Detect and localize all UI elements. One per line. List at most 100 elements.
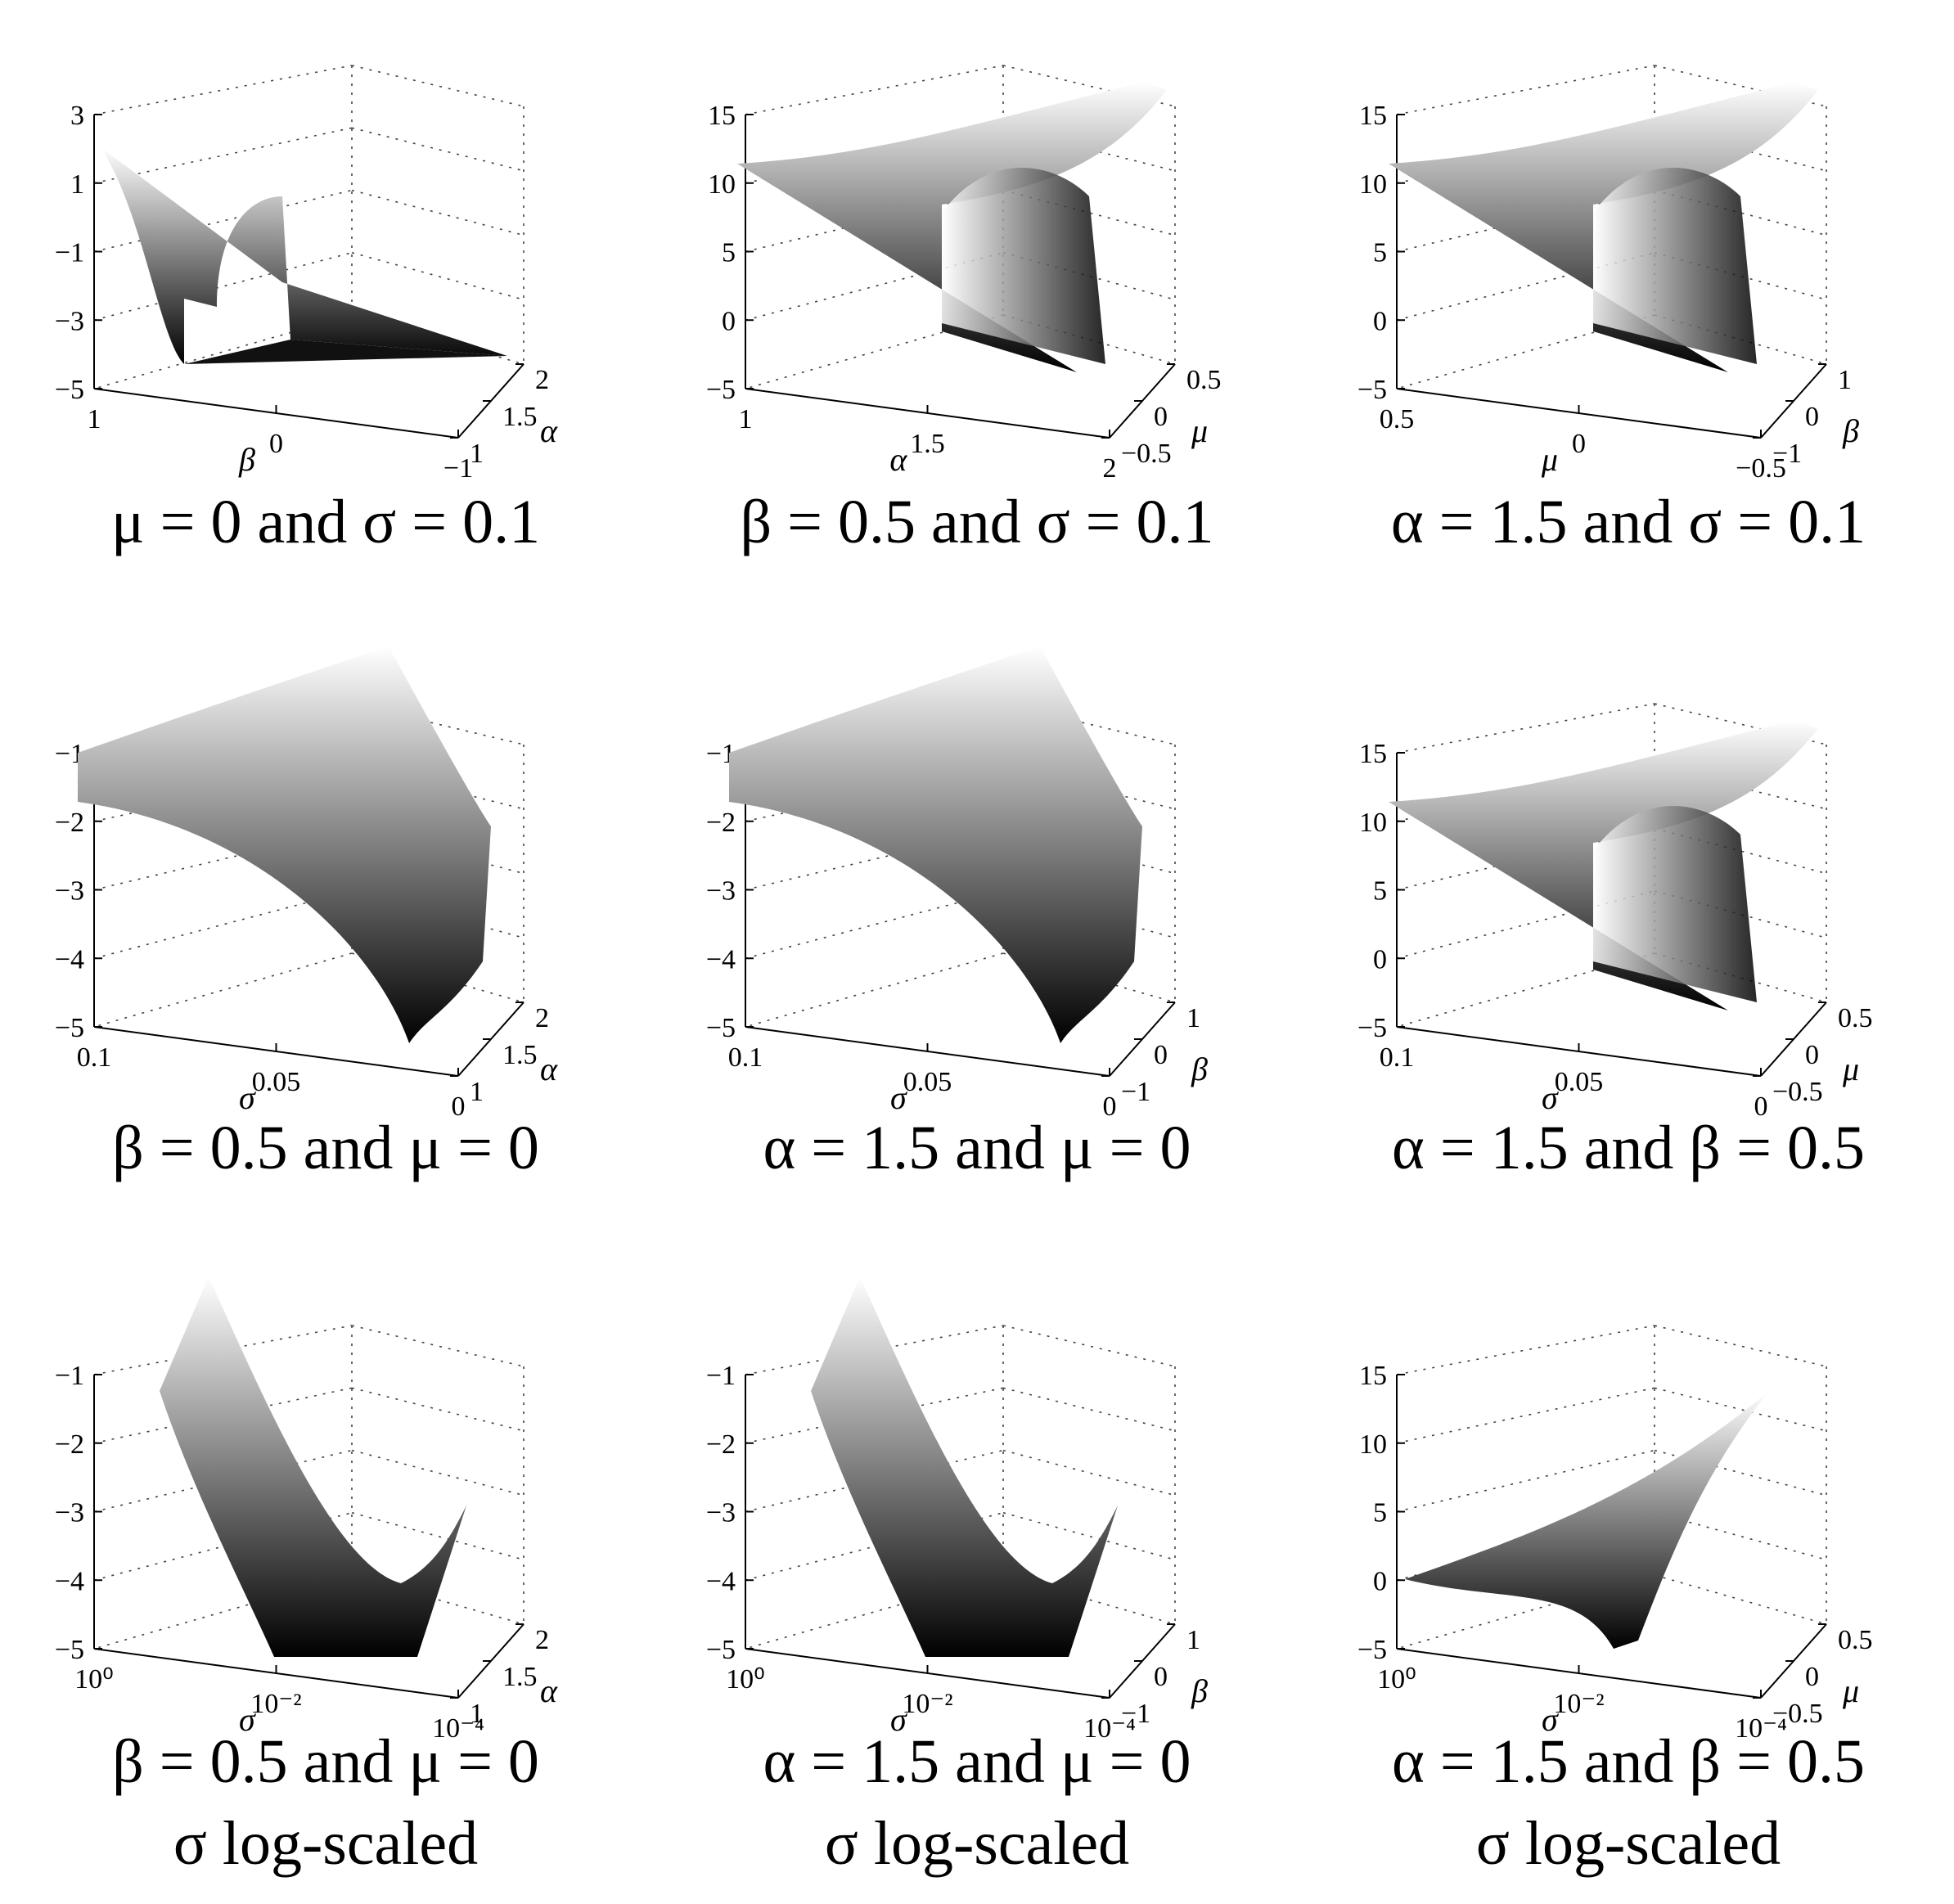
subplot-7: −1 −2 −3 −4 −5 10⁰ 10⁻² 10⁻⁴ σ 1 1.5 2 α β = 0.5 and … [0, 1260, 651, 1904]
x-tick-label: 10⁻⁴ [1735, 1713, 1787, 1743]
z-tick-label: −5 [706, 1635, 736, 1665]
z-tick-label: 10 [708, 169, 736, 200]
grid-lines [745, 1325, 1176, 1650]
z-tick-label: −4 [706, 944, 736, 975]
z-tick-label: 15 [1359, 101, 1387, 131]
y-tick-label: 0 [1805, 1040, 1819, 1070]
y-axis-label: α [540, 412, 558, 449]
subplot-caption: α = 1.5 and μ = 0 [763, 1114, 1191, 1182]
y-tick-label: 1 [470, 1699, 484, 1729]
surface-plot: 31−1−3−510−1β 11.52α [55, 65, 558, 483]
x-axis-label: σ [890, 1079, 907, 1116]
z-tick-label: 5 [1373, 876, 1387, 907]
z-tick-label: 10 [1359, 808, 1387, 838]
y-axis-label: α [540, 1051, 558, 1087]
x-axis-label: σ [1542, 1079, 1559, 1116]
x-tick-label: 1 [739, 404, 753, 434]
y-tick-label: 0.5 [1838, 1003, 1873, 1033]
y-axis-label: μ [1191, 412, 1208, 449]
y-tick-label: −0.5 [1121, 439, 1172, 469]
z-tick-label: 10 [1359, 1429, 1387, 1460]
subplot-caption: μ = 0 and σ = 0.1 [110, 488, 541, 556]
z-tick-label: −3 [55, 306, 84, 336]
x-tick-label: 0.1 [77, 1042, 112, 1073]
y-tick-label: 0 [1154, 1662, 1168, 1692]
z-tick-label: 10 [1359, 169, 1387, 200]
subplot-caption: β = 0.5 and σ = 0.1 [740, 488, 1214, 556]
y-tick-label: 1 [1186, 1003, 1200, 1033]
y-tick-label: 2 [535, 1003, 549, 1033]
subplot-4: −1 −2 −3 −4 −5 0.1 0.05 0 σ 1 1.5 2 α β = 0.5 and μ =… [0, 638, 651, 1276]
y-tick-label: 0 [1805, 402, 1819, 432]
z-tick-label: −1 [706, 1361, 736, 1391]
z-tick-label: 0 [722, 306, 736, 336]
x-tick-label: 10⁰ [74, 1664, 114, 1695]
y-tick-label: −1 [1121, 1699, 1150, 1729]
z-tick-label: −5 [55, 1013, 84, 1043]
y-tick-label: −0.5 [1772, 1699, 1823, 1729]
z-tick-label: −2 [55, 808, 84, 838]
y-tick-label: 0 [1805, 1662, 1819, 1692]
z-tick-label: −5 [55, 375, 84, 405]
z-tick-label: −3 [706, 1498, 736, 1528]
z-tick-label: −3 [55, 1498, 84, 1528]
z-tick-label: −5 [706, 375, 736, 405]
z-tick-label: −5 [1357, 1635, 1387, 1665]
y-tick-label: 1.5 [502, 1662, 538, 1692]
x-tick-label: 0 [1572, 429, 1586, 459]
y-tick-label: 0 [1154, 402, 1168, 432]
subplot-2: 15 10 5 0 −5 1 1.5 2 α −0.5 0 0.5 μ β = 0.5 and σ = 0… [651, 0, 1303, 638]
x-tick-label: 0 [1103, 1092, 1117, 1121]
x-tick-label: 10⁻⁴ [1083, 1713, 1136, 1743]
z-tick-label: 1 [70, 169, 84, 200]
y-tick-label: 0 [1154, 1040, 1168, 1070]
z-tick-label: −2 [55, 1429, 84, 1460]
surface [78, 646, 491, 1043]
x-tick-label: 1 [88, 404, 101, 434]
x-tick-label: −0.5 [1736, 453, 1786, 483]
x-tick-label: 10⁻⁴ [432, 1713, 484, 1743]
x-tick-label: 0 [1754, 1092, 1768, 1121]
subplot-3: 15 10 5 0 −5 0.5 0 −0.5 μ −1 0 1 β α = 1.5 and σ = 0.… [1303, 0, 1954, 638]
z-tick-label: −3 [706, 876, 736, 907]
subplot-caption: α = 1.5 and μ = 0 [763, 1727, 1191, 1796]
y-axis-label: μ [1842, 1051, 1859, 1087]
z-tick-label: 0 [1373, 1566, 1387, 1596]
z-tick-label: −5 [1357, 375, 1387, 405]
z-tick-label: 0 [1373, 944, 1387, 975]
subplot-caption: σ log-scaled [824, 1809, 1130, 1878]
subplot-5: −1 −2 −3 −4 −5 0.1 0.05 0 σ −1 0 1 β α = 1.5 and μ = … [651, 638, 1303, 1276]
x-tick-label: 10⁻² [902, 1689, 952, 1719]
subplot-caption: β = 0.5 and μ = 0 [112, 1727, 539, 1796]
surface [1389, 82, 1818, 372]
x-axis-label: α [889, 441, 907, 478]
z-tick-label: 5 [1373, 1498, 1387, 1528]
x-axis-label: σ [239, 1701, 256, 1738]
subplot-8: −1 −2 −3 −4 −5 10⁰ 10⁻² 10⁻⁴ σ −1 0 1 β α = 1.5 and μ… [651, 1260, 1303, 1904]
surface [729, 646, 1142, 1043]
x-axis-label: μ [1541, 441, 1558, 478]
z-tick-label: −5 [1357, 1013, 1387, 1043]
z-tick-label: −1 [55, 1361, 84, 1391]
grid-lines [93, 1325, 525, 1650]
subplot-9: 15 10 5 0 −5 10⁰ 10⁻² 10⁻⁴ σ −0.5 0 0.5 μ α = 1.5 and… [1303, 1260, 1954, 1904]
subplot-6: 15 10 5 0 −5 0.1 0.05 0 σ −0.5 0 0.5 μ α = 1.5 and β … [1303, 638, 1954, 1276]
x-tick-label: −1 [443, 453, 473, 483]
x-axis-label: σ [1542, 1701, 1559, 1738]
y-tick-label: −1 [1772, 439, 1802, 469]
z-tick-label: 5 [1373, 238, 1387, 268]
y-tick-label: 1.5 [502, 1040, 538, 1070]
surface-plot: 15 10 5 0 −51 1.5 2 α −0.5 0 0.5 μ [706, 65, 1222, 483]
x-tick-label: 10⁻² [250, 1689, 301, 1719]
y-axis-label: μ [1842, 1672, 1859, 1709]
z-tick-label: −1 [55, 238, 84, 268]
z-tick-label: −3 [55, 876, 84, 907]
x-tick-label: 0.05 [252, 1067, 301, 1097]
x-axis-label: β [238, 441, 255, 478]
y-tick-label: 1 [470, 1077, 484, 1107]
x-tick-label: 0.05 [903, 1067, 952, 1097]
